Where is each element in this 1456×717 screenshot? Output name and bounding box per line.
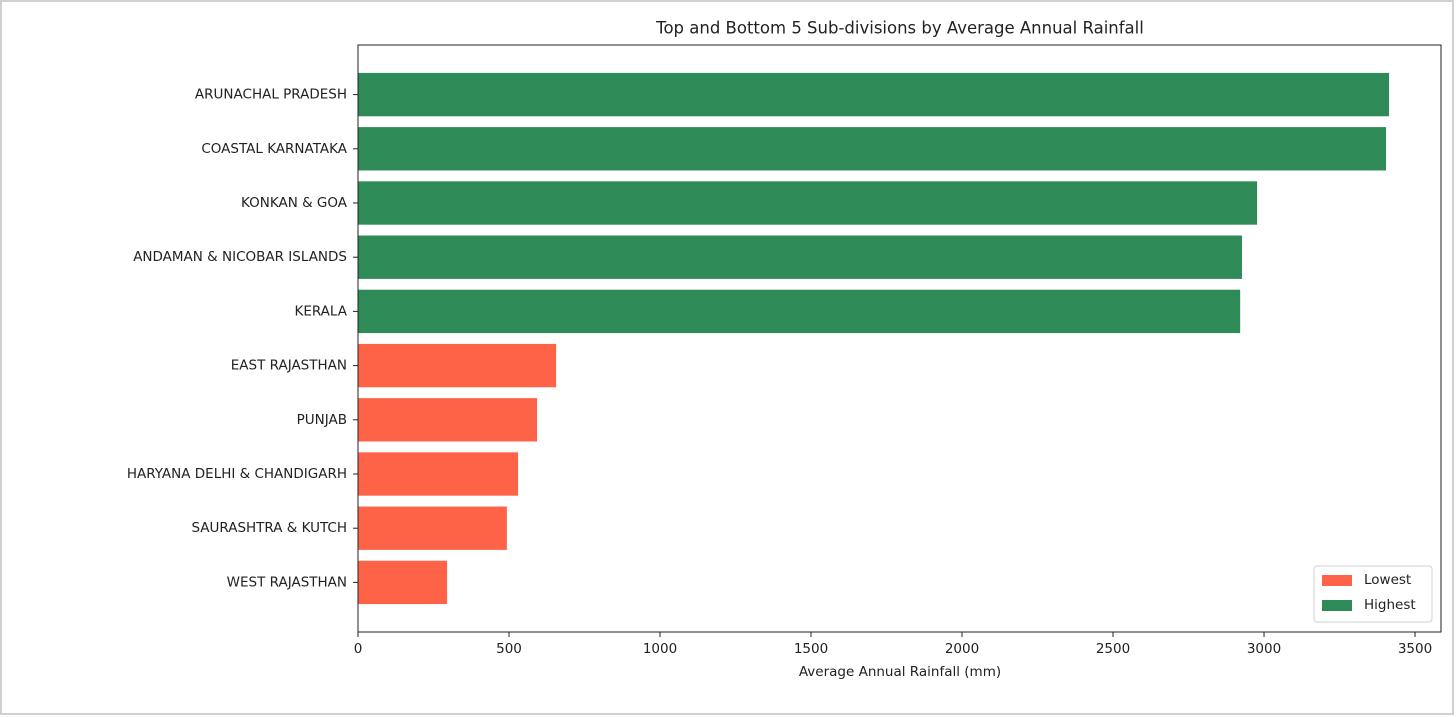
legend-swatch [1322,575,1352,586]
y-tick-label: KONKAN & GOA [241,195,348,211]
y-tick-label: EAST RAJASTHAN [231,358,347,374]
bar [358,235,1242,279]
x-tick-label: 1500 [794,641,828,657]
x-tick-label: 3500 [1398,641,1432,657]
x-tick-label: 3000 [1247,641,1281,657]
y-tick-label: KERALA [294,303,347,319]
x-axis-label: Average Annual Rainfall (mm) [799,664,1001,680]
bar [358,127,1387,171]
bar [358,289,1241,334]
legend-label: Lowest [1364,572,1411,588]
y-tick-label: HARYANA DELHI & CHANDIGARH [127,466,347,482]
y-tick-label: PUNJAB [297,412,347,428]
bar [358,506,507,550]
x-tick-label: 0 [354,641,363,657]
bar [358,560,448,605]
x-tick-label: 500 [496,641,522,657]
y-tick-label: SAURASHTRA & KUTCH [191,520,347,536]
x-tick-label: 2500 [1096,641,1130,657]
x-tick-label: 2000 [945,641,979,657]
bar [358,343,557,388]
y-tick-label: ARUNACHAL PRADESH [195,87,347,103]
legend-swatch [1322,600,1352,611]
legend-label: Highest [1364,597,1416,613]
y-tick-label: ANDAMAN & NICOBAR ISLANDS [133,249,347,265]
plot-frame [357,44,1442,633]
x-tick-label: 1000 [643,641,677,657]
y-tick-label: COASTAL KARNATAKA [201,141,347,157]
bar [358,181,1258,225]
bar [358,452,519,496]
chart-title: Top and Bottom 5 Sub-divisions by Averag… [655,19,1144,38]
y-tick-label: WEST RAJASTHAN [227,574,347,590]
bar [358,72,1390,117]
bar [358,398,538,442]
